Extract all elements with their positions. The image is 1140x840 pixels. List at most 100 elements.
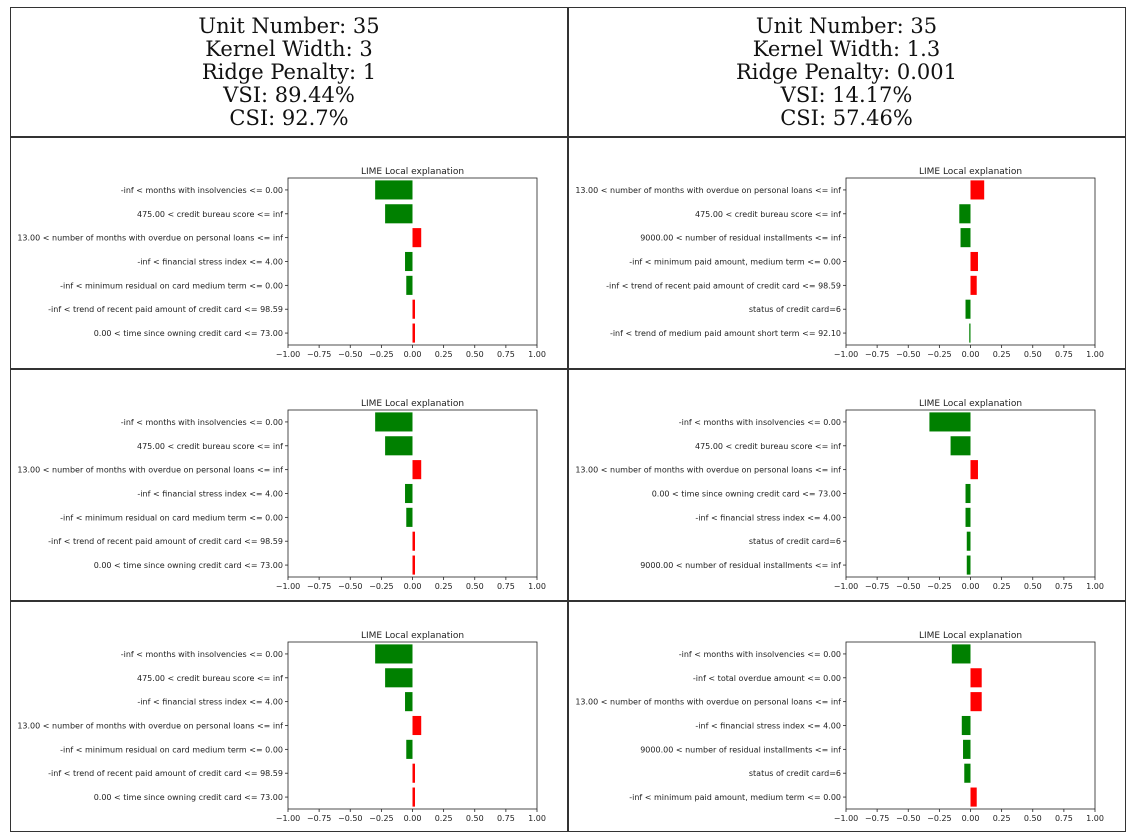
bar <box>970 275 977 295</box>
category-label: -inf < trend of recent paid amount of cr… <box>48 305 283 314</box>
x-tick-label: −0.25 <box>927 814 952 823</box>
category-label: -inf < minimum residual on card medium t… <box>60 745 283 754</box>
row-divider <box>11 136 1125 138</box>
x-tick-label: 0.50 <box>466 582 484 591</box>
category-label: -inf < financial stress index <= 4.00 <box>137 490 283 499</box>
x-tick-label: 0.25 <box>435 814 453 823</box>
category-label: -inf < trend of medium paid amount short… <box>610 329 841 338</box>
lime-chart-svg: LIME Local explanation -inf < months with… <box>575 399 1104 591</box>
csi-score: CSI: 57.46% <box>780 105 913 130</box>
kernel-width: Kernel Width: 1.3 <box>752 36 941 61</box>
x-tick-label: 0.75 <box>497 350 515 359</box>
chart-title: LIME Local explanation <box>919 631 1022 641</box>
x-tick-label: −0.25 <box>369 350 394 359</box>
x-tick-label: −0.50 <box>896 350 921 359</box>
bar <box>375 412 413 432</box>
bar <box>929 412 971 432</box>
bar <box>412 323 415 343</box>
bar <box>970 180 985 200</box>
bar <box>966 555 971 575</box>
category-label: 13.00 < number of months with overdue on… <box>17 466 283 475</box>
category-label: 13.00 < number of months with overdue on… <box>17 234 283 243</box>
category-label: 13.00 < number of months with overdue on… <box>575 698 841 707</box>
x-tick-label: −0.75 <box>307 814 332 823</box>
column-divider <box>567 8 569 831</box>
x-tick-label: 1.00 <box>528 814 546 823</box>
category-label: 0.00 < time since owning credit card <= … <box>94 329 283 338</box>
x-tick-label: 0.75 <box>497 814 515 823</box>
chart-title: LIME Local explanation <box>361 631 464 641</box>
lime-chart-svg: LIME Local explanation 13.00 < number of … <box>575 167 1104 359</box>
category-label: -inf < minimum residual on card medium t… <box>60 281 283 290</box>
x-tick-label: 1.00 <box>528 582 546 591</box>
category-label: 9000.00 < number of residual installment… <box>640 561 841 570</box>
x-tick-label: 0.00 <box>404 582 422 591</box>
bar <box>970 787 977 807</box>
x-tick-label: −0.75 <box>865 350 890 359</box>
category-label: 0.00 < time since owning credit card <= … <box>94 793 283 802</box>
x-tick-label: −0.25 <box>927 350 952 359</box>
bar <box>970 460 978 480</box>
category-label: -inf < financial stress index <= 4.00 <box>137 698 283 707</box>
lime-chart-row2-right: LIME Local explanation -inf < months with… <box>569 370 1124 600</box>
lime-chart-row3-left: LIME Local explanation -inf < months with… <box>11 602 567 830</box>
x-tick-label: −0.75 <box>865 582 890 591</box>
x-tick-label: 0.50 <box>466 814 484 823</box>
category-label: 13.00 < number of months with overdue on… <box>575 466 841 475</box>
x-tick-label: 0.25 <box>435 582 453 591</box>
category-label: 475.00 < credit bureau score <= inf <box>137 674 283 683</box>
x-tick-label: 1.00 <box>1086 582 1104 591</box>
category-label: -inf < months with insolvencies <= 0.00 <box>121 418 283 427</box>
x-tick-label: 0.25 <box>435 350 453 359</box>
category-label: -inf < minimum residual on card medium t… <box>60 513 283 522</box>
category-label: -inf < trend of recent paid amount of cr… <box>48 537 283 546</box>
bar <box>965 507 971 527</box>
bar <box>412 299 415 319</box>
bar <box>412 531 415 551</box>
x-tick-label: 0.00 <box>404 814 422 823</box>
unit-number: Unit Number: 35 <box>755 13 938 38</box>
x-tick-label: −1.00 <box>276 814 301 823</box>
row-divider <box>11 600 1125 602</box>
bar <box>970 251 978 272</box>
x-tick-label: 0.75 <box>1055 814 1073 823</box>
row-divider <box>11 368 1125 370</box>
x-tick-label: −1.00 <box>834 350 859 359</box>
x-tick-label: −1.00 <box>276 582 301 591</box>
category-label: -inf < months with insolvencies <= 0.00 <box>679 418 841 427</box>
category-label: 0.00 < time since owning credit card <= … <box>94 561 283 570</box>
category-label: 475.00 < credit bureau score <= inf <box>137 210 283 219</box>
category-label: -inf < minimum paid amount, medium term … <box>629 258 841 267</box>
lime-chart-row2-left: LIME Local explanation -inf < months with… <box>11 370 567 600</box>
category-label: 475.00 < credit bureau score <= inf <box>695 210 841 219</box>
lime-chart-svg: LIME Local explanation -inf < months with… <box>17 167 546 359</box>
header-right: Unit Number: 35 Kernel Width: 1.3 Ridge … <box>569 8 1124 136</box>
bar <box>412 228 422 248</box>
bar <box>375 644 413 664</box>
x-tick-label: −0.25 <box>369 814 394 823</box>
x-tick-label: 0.25 <box>993 582 1011 591</box>
category-label: 13.00 < number of months with overdue on… <box>575 186 841 195</box>
x-tick-label: 1.00 <box>1086 814 1104 823</box>
chart-title: LIME Local explanation <box>361 399 464 409</box>
bar <box>961 715 971 736</box>
x-tick-label: 0.25 <box>993 350 1011 359</box>
bar <box>412 555 415 575</box>
bar <box>950 436 971 456</box>
bar <box>412 763 415 783</box>
chart-title: LIME Local explanation <box>919 167 1022 177</box>
bar <box>970 668 982 688</box>
lime-chart-row1-right: LIME Local explanation 13.00 < number of … <box>569 138 1124 368</box>
x-tick-label: 0.25 <box>993 814 1011 823</box>
category-label: -inf < months with insolvencies <= 0.00 <box>679 650 841 659</box>
lime-chart-row1-left: LIME Local explanation -inf < months with… <box>11 138 567 368</box>
bar <box>959 204 971 224</box>
category-label: -inf < months with insolvencies <= 0.00 <box>121 650 283 659</box>
csi-score: CSI: 92.7% <box>229 105 349 130</box>
unit-number: Unit Number: 35 <box>198 13 380 38</box>
chart-title: LIME Local explanation <box>361 167 464 177</box>
bar <box>965 299 971 319</box>
category-label: status of credit card=6 <box>749 537 841 546</box>
bar <box>412 787 415 807</box>
x-tick-label: −0.50 <box>896 814 921 823</box>
